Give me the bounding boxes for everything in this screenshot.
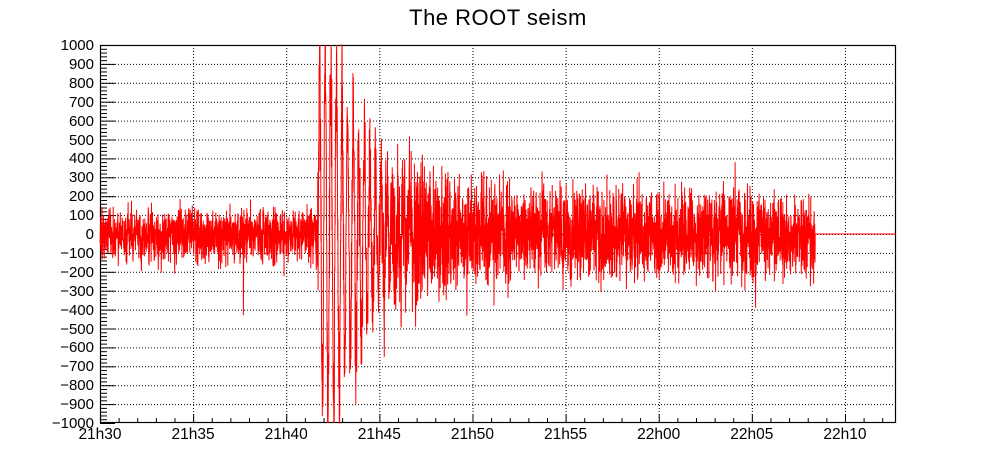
y-axis-tick-label: −200 xyxy=(60,263,94,281)
x-axis-tick-label: 21h55 xyxy=(544,426,588,443)
y-axis-tick-label: 200 xyxy=(68,188,94,206)
y-axis-tick-label: −300 xyxy=(60,282,94,300)
y-axis-tick-label: 100 xyxy=(68,207,94,225)
x-axis-tick-label: 21h40 xyxy=(264,426,308,443)
y-axis-tick-label: 500 xyxy=(68,131,94,149)
y-axis-tick-label: −600 xyxy=(60,339,94,357)
y-axis-tick-label: 1000 xyxy=(60,37,94,54)
y-axis-tick-label: −1000 xyxy=(51,415,94,432)
x-axis-tick-label: 21h30 xyxy=(78,426,122,443)
x-axis-tick-label: 22h10 xyxy=(823,426,867,443)
x-axis-tick-label: 21h50 xyxy=(450,426,495,443)
y-axis-tick-label: 900 xyxy=(68,55,94,73)
y-axis-tick-label: 300 xyxy=(68,169,94,187)
y-axis-tick-label: 800 xyxy=(68,74,94,92)
y-axis-tick-label: 600 xyxy=(68,112,94,130)
y-axis-tick-label: −100 xyxy=(60,244,94,262)
y-axis-tick-label: 0 xyxy=(85,226,94,243)
x-axis-tick-label: 22h05 xyxy=(730,426,774,443)
x-axis-tick-label: 21h35 xyxy=(171,426,215,443)
y-axis-tick-label: −500 xyxy=(60,320,94,338)
x-axis-tick-label: 22h00 xyxy=(637,426,681,443)
y-axis-tick-label: −400 xyxy=(60,301,94,319)
x-axis-tick-label: 21h45 xyxy=(357,426,401,443)
y-axis-tick-label: −900 xyxy=(60,396,94,414)
y-axis-tick-label: −800 xyxy=(60,377,94,395)
y-axis-tick-label: 400 xyxy=(68,150,94,168)
y-axis-tick-label: −700 xyxy=(60,358,94,376)
y-axis-tick-label: 700 xyxy=(68,93,94,111)
